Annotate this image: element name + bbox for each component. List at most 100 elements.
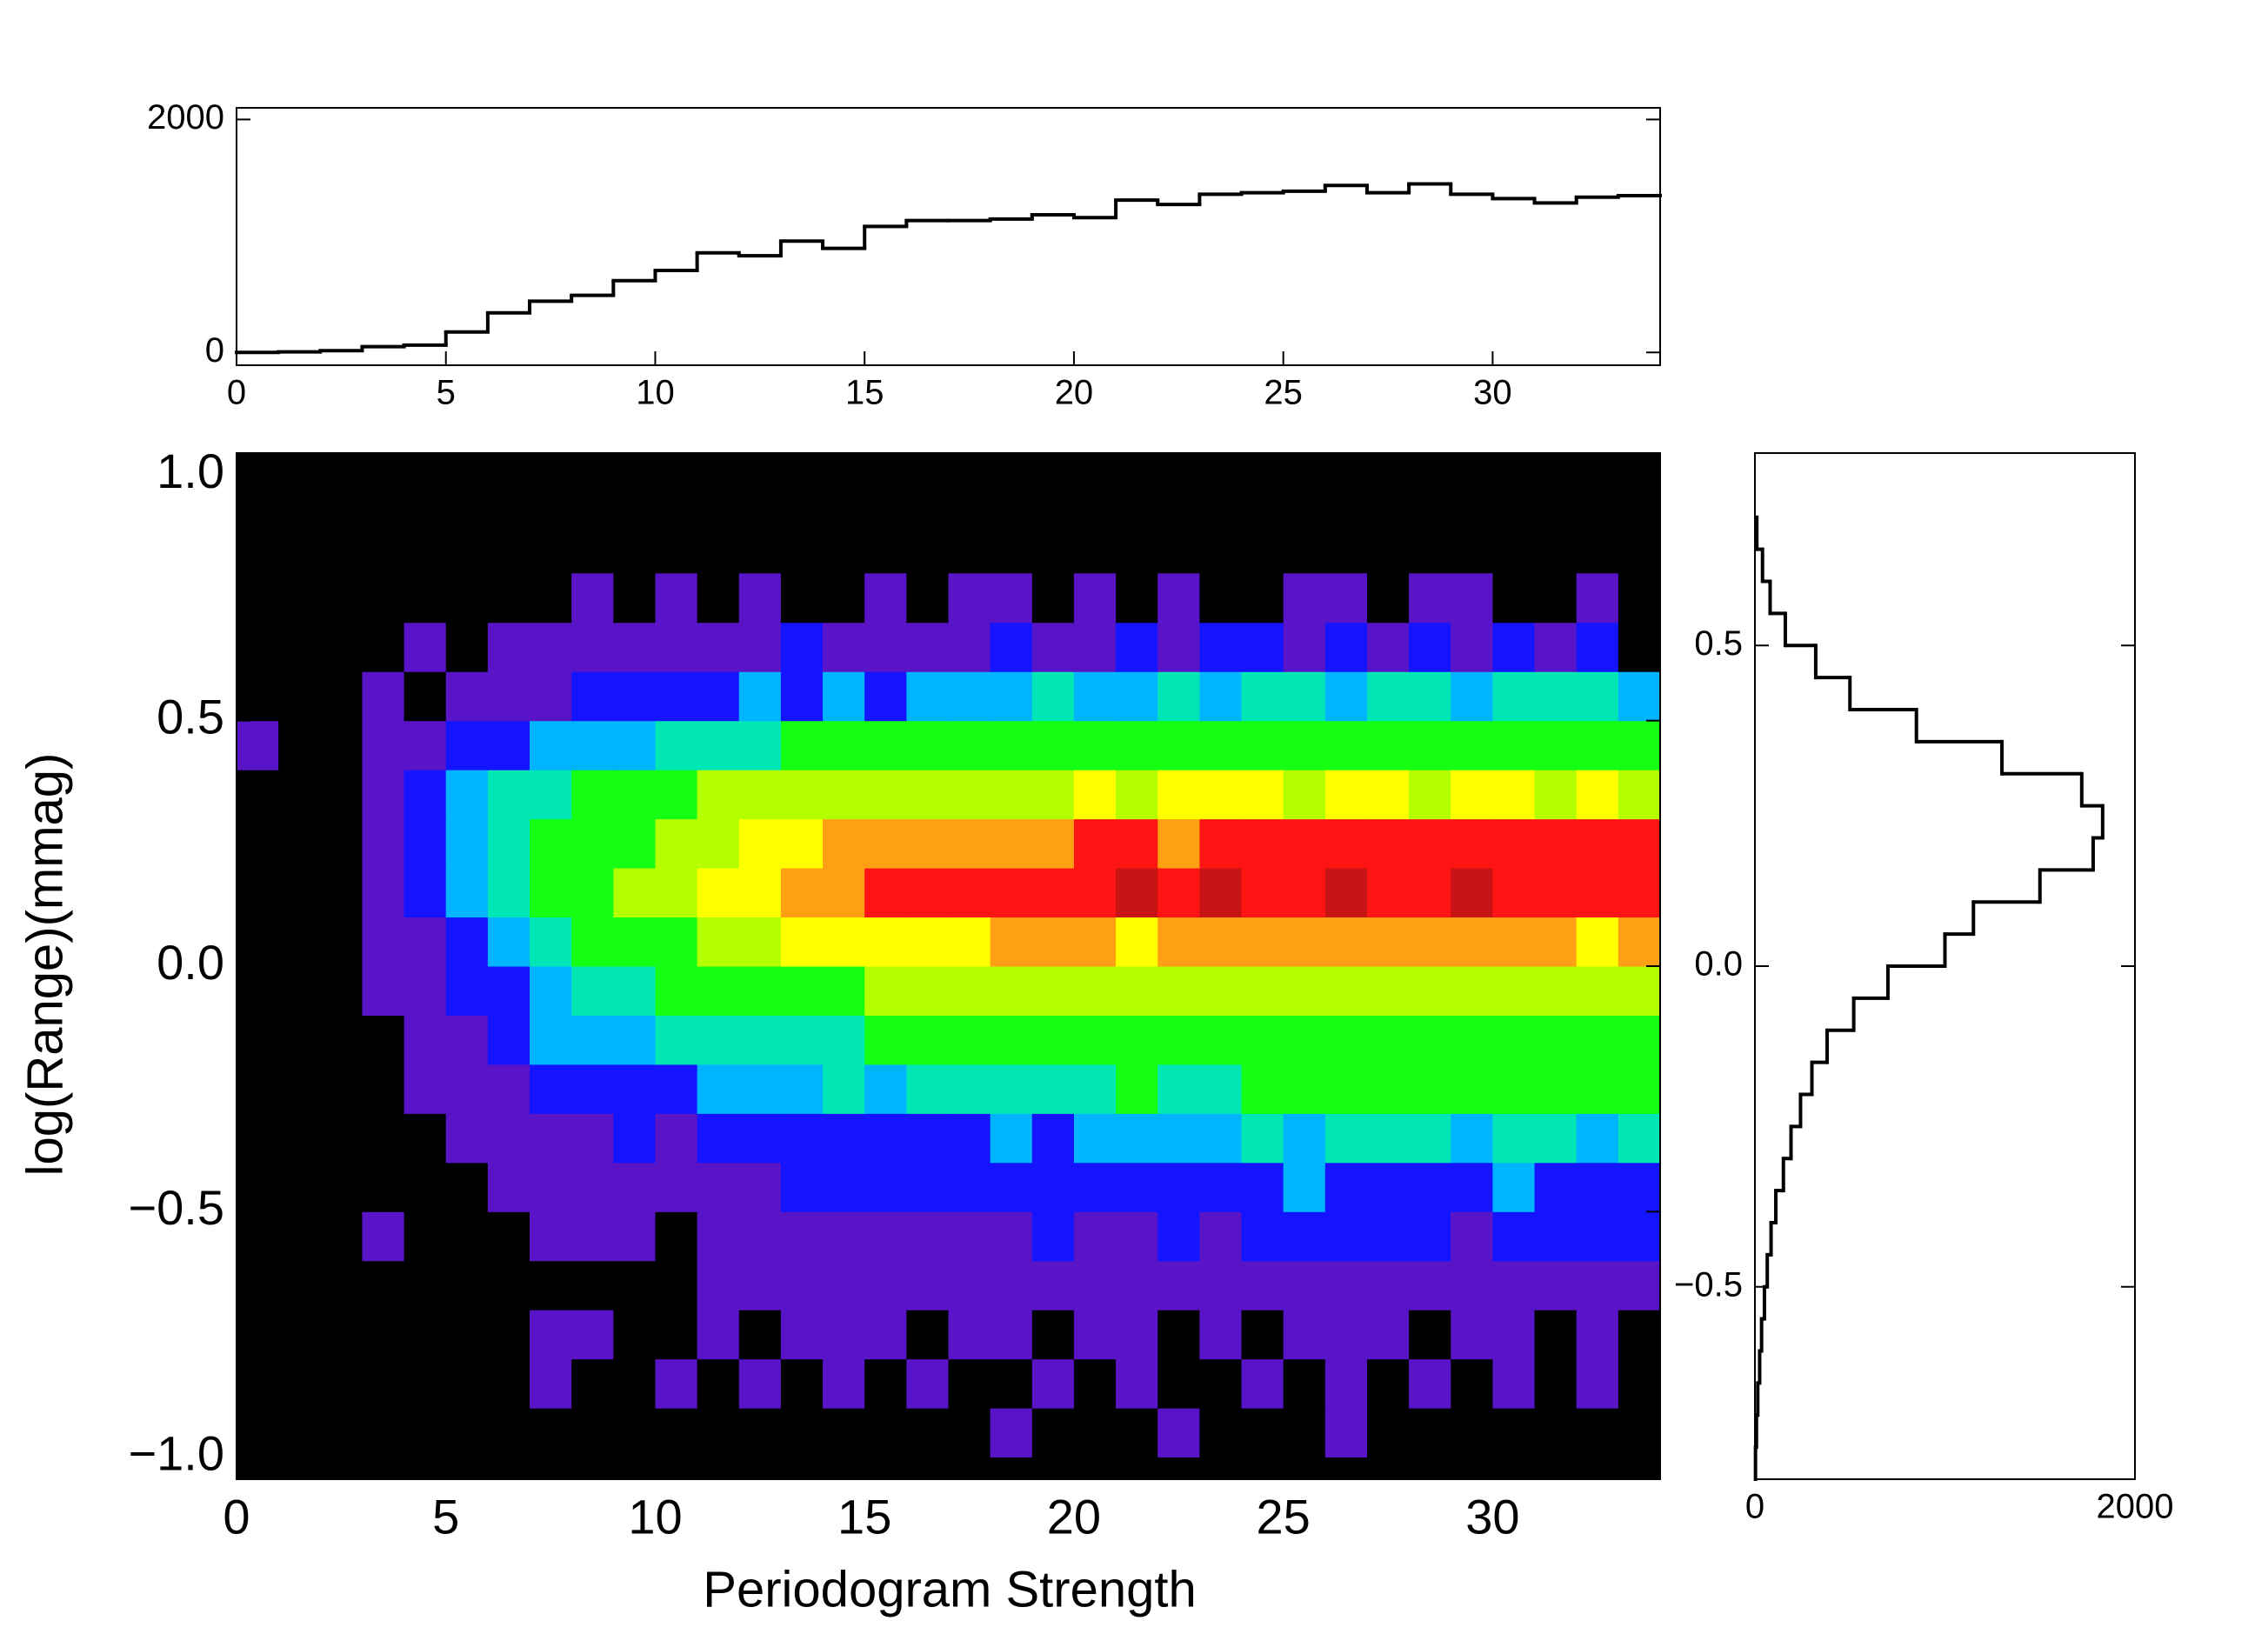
heatmap-cell: [1157, 1162, 1200, 1212]
heatmap-cell: [237, 622, 279, 672]
heatmap-cell: [780, 671, 824, 722]
x-tick-label: 5: [432, 1489, 459, 1544]
heatmap-cell: [906, 1310, 949, 1360]
heatmap-cell: [780, 1260, 824, 1311]
heatmap-cell: [237, 1162, 279, 1212]
heatmap-cell: [697, 1064, 740, 1114]
heatmap-cell: [906, 671, 949, 722]
heatmap-cell: [1031, 966, 1075, 1016]
heatmap-cell: [1366, 1015, 1410, 1065]
x-tick-label: 10: [628, 1489, 682, 1544]
heatmap-cell: [990, 1408, 1033, 1458]
heatmap-cell: [613, 770, 656, 820]
heatmap-cell: [906, 1064, 949, 1114]
heatmap-cell: [1492, 573, 1536, 624]
heatmap-cell: [237, 966, 279, 1016]
heatmap-cell: [1451, 573, 1493, 624]
heatmap-cell: [404, 573, 447, 624]
heatmap-cell: [864, 1015, 907, 1065]
heatmap-cell: [1199, 573, 1243, 624]
heatmap-cell: [320, 622, 363, 672]
heatmap-cell: [237, 818, 279, 869]
heatmap-cell: [697, 966, 740, 1016]
heatmap-cell: [278, 1260, 321, 1311]
heatmap-cell: [1618, 1408, 1661, 1458]
heatmap-cell: [1576, 966, 1619, 1016]
heatmap-cell: [1409, 1064, 1451, 1114]
plot-area: [237, 108, 1660, 365]
heatmap-cell: [906, 1113, 949, 1164]
heatmap-cell: [1409, 818, 1451, 869]
heatmap-cell: [1157, 1260, 1200, 1311]
heatmap-cell: [1241, 1162, 1284, 1212]
heatmap-cell: [1073, 573, 1117, 624]
heatmap-cell: [1241, 671, 1284, 722]
heatmap-cell: [320, 573, 363, 624]
x-tick-label: 5: [437, 374, 456, 412]
heatmap-cell: [530, 720, 572, 770]
heatmap-cell: [530, 1310, 572, 1360]
heatmap-cell: [1157, 868, 1200, 918]
heatmap-cell: [1576, 622, 1619, 672]
heatmap-cell: [1116, 573, 1158, 624]
heatmap-cell: [530, 1015, 572, 1065]
heatmap-cell: [1283, 770, 1326, 820]
heatmap-cell: [237, 1064, 279, 1114]
heatmap-cell: [738, 720, 782, 770]
heatmap-cell: [1283, 1358, 1326, 1409]
heatmap-cell: [487, 720, 530, 770]
heatmap-cell: [1451, 1310, 1493, 1360]
heatmap-cell: [823, 818, 865, 869]
heatmap-cell: [1534, 720, 1578, 770]
heatmap-cell: [780, 720, 824, 770]
heatmap-cell: [780, 1064, 824, 1114]
heatmap-cell: [1324, 622, 1368, 672]
heatmap-cell: [990, 1113, 1033, 1164]
heatmap-cell: [530, 573, 572, 624]
heatmap-cell: [1283, 720, 1326, 770]
heatmap-cell: [278, 818, 321, 869]
heatmap-cell: [823, 1211, 865, 1262]
heatmap-cell: [906, 917, 949, 967]
heatmap-cell: [1366, 671, 1410, 722]
heatmap-cell: [1451, 868, 1493, 918]
heatmap-cell: [780, 818, 824, 869]
x-tick-label: 0: [1745, 1488, 1764, 1526]
y-axis-title: log(Range)(mmag): [17, 753, 73, 1177]
heatmap-cell: [738, 770, 782, 820]
heatmap-cell: [487, 1015, 530, 1065]
x-tick-label: 25: [1264, 374, 1303, 412]
heatmap-cell: [738, 1408, 782, 1458]
heatmap-cell: [1409, 1113, 1451, 1164]
heatmap-cell: [738, 1162, 782, 1212]
heatmap-cell: [1199, 720, 1243, 770]
heatmap-cell: [1031, 1310, 1075, 1360]
heatmap-cell: [1324, 1358, 1368, 1409]
heatmap-cell: [990, 1310, 1033, 1360]
heatmap-cell: [1031, 1358, 1075, 1409]
heatmap-cell: [320, 1358, 363, 1409]
heatmap-cell: [738, 818, 782, 869]
heatmap-cell: [990, 1015, 1033, 1065]
heatmap-cell: [1283, 671, 1326, 722]
x-tick-label: 10: [636, 374, 675, 412]
heatmap-cell: [780, 917, 824, 967]
heatmap-cell: [571, 622, 614, 672]
heatmap-cell: [445, 966, 489, 1016]
heatmap-cell: [1576, 573, 1619, 624]
heatmap-cell: [530, 1064, 572, 1114]
heatmap-cell: [780, 1015, 824, 1065]
heatmap-cell: [1409, 1162, 1451, 1212]
heatmap-cell: [1283, 622, 1326, 672]
heatmap-cell: [445, 573, 489, 624]
heatmap-cell: [697, 1310, 740, 1360]
heatmap-cell: [906, 1260, 949, 1311]
heatmap-cell: [404, 1162, 447, 1212]
heatmap-cell: [404, 770, 447, 820]
heatmap-cell: [1241, 818, 1284, 869]
heatmap-cell: [906, 868, 949, 918]
heatmap-cell: [1157, 1113, 1200, 1164]
heatmap-cell: [445, 1358, 489, 1409]
heatmap-cell: [1241, 720, 1284, 770]
heatmap-cell: [1451, 966, 1493, 1016]
